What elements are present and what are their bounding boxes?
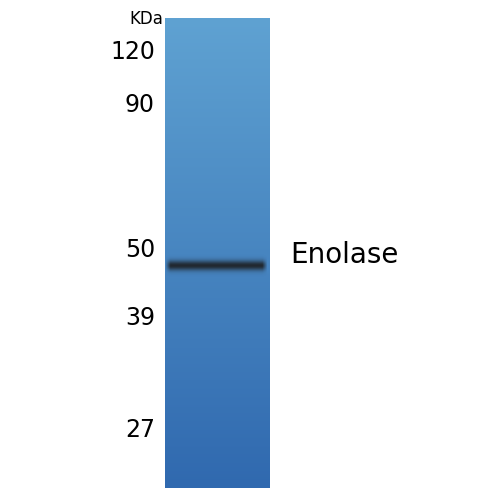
Text: 120: 120 xyxy=(110,40,155,64)
Text: KDa: KDa xyxy=(129,10,163,28)
Text: Enolase: Enolase xyxy=(290,241,399,269)
Text: 50: 50 xyxy=(125,238,155,262)
Text: 90: 90 xyxy=(125,93,155,117)
Text: 27: 27 xyxy=(125,418,155,442)
Text: 39: 39 xyxy=(125,306,155,330)
